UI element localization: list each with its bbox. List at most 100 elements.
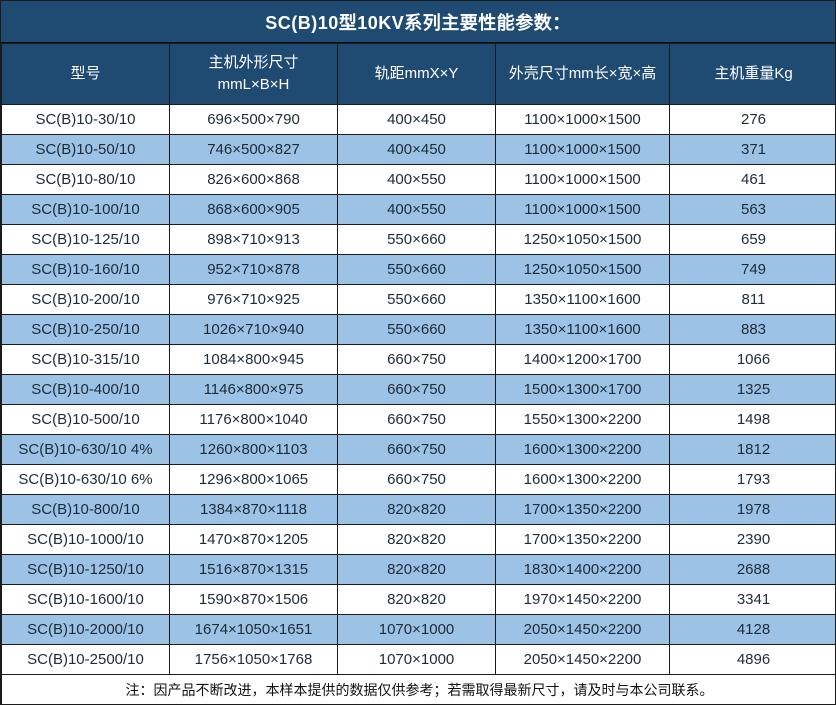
model-cell: SC(B)10-100/10 — [1, 194, 170, 225]
weight-cell: 883 — [669, 314, 835, 345]
model-cell: SC(B)10-2500/10 — [1, 644, 170, 675]
rail-cell: 550×660 — [337, 224, 496, 255]
note-row: 注：因产品不断改进，本样本提供的数据仅供参考；若需取得最新尺寸，请及时与本公司联… — [1, 674, 835, 704]
table-row: SC(B)10-200/10 976×710×925 550×660 1350×110… — [1, 284, 835, 315]
shell-cell: 1700×1350×2200 — [495, 494, 670, 525]
weight-cell: 1793 — [669, 464, 835, 495]
table-row: SC(B)10-1600/10 1590×870×1506 820×820 1970×… — [1, 584, 835, 615]
dims-cell: 696×500×790 — [169, 104, 338, 135]
table-row: SC(B)10-315/10 1084×800×945 660×750 1400×12… — [1, 344, 835, 375]
table-body: SC(B)10-30/10 696×500×790 400×450 1100×1000… — [1, 104, 835, 675]
shell-cell: 1600×1300×2200 — [495, 464, 670, 495]
shell-cell: 1100×1000×1500 — [495, 164, 670, 195]
weight-cell: 1498 — [669, 404, 835, 435]
spec-table: 型号 主机外形尺寸 mmL×B×H 轨距mmX×Y 外壳尺寸mm长×宽×高 主机… — [1, 43, 835, 704]
rail-cell: 660×750 — [337, 404, 496, 435]
model-cell: SC(B)10-250/10 — [1, 314, 170, 345]
shell-cell: 1100×1000×1500 — [495, 134, 670, 165]
column-header-model: 型号 — [1, 43, 170, 105]
shell-cell: 1350×1100×1600 — [495, 314, 670, 345]
table-row: SC(B)10-80/10 826×600×868 400×550 1100×1000… — [1, 164, 835, 195]
dims-cell: 898×710×913 — [169, 224, 338, 255]
shell-cell: 2050×1450×2200 — [495, 644, 670, 675]
shell-cell: 1830×1400×2200 — [495, 554, 670, 585]
rail-cell: 820×820 — [337, 584, 496, 615]
model-cell: SC(B)10-50/10 — [1, 134, 170, 165]
dims-cell: 1260×800×1103 — [169, 434, 338, 465]
shell-cell: 1100×1000×1500 — [495, 194, 670, 225]
dims-cell: 1516×870×1315 — [169, 554, 338, 585]
dims-cell: 1084×800×945 — [169, 344, 338, 375]
shell-cell: 1250×1050×1500 — [495, 254, 670, 285]
dims-cell: 976×710×925 — [169, 284, 338, 315]
dims-cell: 1146×800×975 — [169, 374, 338, 405]
dims-cell: 1674×1050×1651 — [169, 614, 338, 645]
dims-cell: 826×600×868 — [169, 164, 338, 195]
shell-cell: 1350×1100×1600 — [495, 284, 670, 315]
weight-cell: 4896 — [669, 644, 835, 675]
table-row: SC(B)10-250/10 1026×710×940 550×660 1350×11… — [1, 314, 835, 345]
table-row: SC(B)10-800/10 1384×870×1118 820×820 1700×1… — [1, 494, 835, 525]
model-cell: SC(B)10-125/10 — [1, 224, 170, 255]
weight-cell: 1066 — [669, 344, 835, 375]
rail-cell: 820×820 — [337, 554, 496, 585]
table-row: SC(B)10-1250/10 1516×870×1315 820×820 1830×… — [1, 554, 835, 585]
column-header-rail: 轨距mmX×Y — [337, 43, 496, 105]
table-row: SC(B)10-125/10 898×710×913 550×660 1250×105… — [1, 224, 835, 255]
shell-cell: 2050×1450×2200 — [495, 614, 670, 645]
weight-cell: 749 — [669, 254, 835, 285]
weight-cell: 659 — [669, 224, 835, 255]
rail-cell: 550×660 — [337, 284, 496, 315]
model-cell: SC(B)10-160/10 — [1, 254, 170, 285]
rail-cell: 820×820 — [337, 494, 496, 525]
table-row: SC(B)10-50/10 746×500×827 400×450 1100×1000… — [1, 134, 835, 165]
page-title: SC(B)10型10KV系列主要性能参数： — [1, 1, 835, 43]
dims-cell: 1026×710×940 — [169, 314, 338, 345]
shell-cell: 1500×1300×1700 — [495, 374, 670, 405]
shell-cell: 1600×1300×2200 — [495, 434, 670, 465]
column-header-dims-line2: mmL×B×H — [217, 76, 290, 93]
column-header-weight: 主机重量Kg — [669, 43, 835, 105]
shell-cell: 1100×1000×1500 — [495, 104, 670, 135]
shell-cell: 1700×1350×2200 — [495, 524, 670, 555]
model-cell: SC(B)10-1600/10 — [1, 584, 170, 615]
shell-cell: 1550×1300×2200 — [495, 404, 670, 435]
dims-cell: 952×710×878 — [169, 254, 338, 285]
model-cell: SC(B)10-80/10 — [1, 164, 170, 195]
table-header: 型号 主机外形尺寸 mmL×B×H 轨距mmX×Y 外壳尺寸mm长×宽×高 主机… — [1, 43, 835, 105]
dims-cell: 1756×1050×1768 — [169, 644, 338, 675]
rail-cell: 660×750 — [337, 464, 496, 495]
weight-cell: 1325 — [669, 374, 835, 405]
rail-cell: 400×450 — [337, 104, 496, 135]
column-header-dims: 主机外形尺寸 mmL×B×H — [169, 43, 338, 105]
header-row: 型号 主机外形尺寸 mmL×B×H 轨距mmX×Y 外壳尺寸mm长×宽×高 主机… — [1, 43, 835, 105]
model-cell: SC(B)10-500/10 — [1, 404, 170, 435]
rail-cell: 400×450 — [337, 134, 496, 165]
model-cell: SC(B)10-200/10 — [1, 284, 170, 315]
weight-cell: 276 — [669, 104, 835, 135]
table-row: SC(B)10-100/10 868×600×905 400×550 1100×100… — [1, 194, 835, 225]
table-row: SC(B)10-630/10 6% 1296×800×1065 660×750 160… — [1, 464, 835, 495]
table-row: SC(B)10-2000/10 1674×1050×1651 1070×1000 20… — [1, 614, 835, 645]
model-cell: SC(B)10-400/10 — [1, 374, 170, 405]
weight-cell: 4128 — [669, 614, 835, 645]
column-header-shell: 外壳尺寸mm长×宽×高 — [495, 43, 670, 105]
weight-cell: 3341 — [669, 584, 835, 615]
rail-cell: 660×750 — [337, 434, 496, 465]
dims-cell: 1384×870×1118 — [169, 494, 338, 525]
table-row: SC(B)10-630/10 4% 1260×800×1103 660×750 160… — [1, 434, 835, 465]
weight-cell: 2688 — [669, 554, 835, 585]
rail-cell: 1070×1000 — [337, 614, 496, 645]
dims-cell: 1296×800×1065 — [169, 464, 338, 495]
model-cell: SC(B)10-630/10 6% — [1, 464, 170, 495]
table-row: SC(B)10-30/10 696×500×790 400×450 1100×1000… — [1, 104, 835, 135]
rail-cell: 820×820 — [337, 524, 496, 555]
weight-cell: 371 — [669, 134, 835, 165]
rail-cell: 660×750 — [337, 374, 496, 405]
shell-cell: 1970×1450×2200 — [495, 584, 670, 615]
weight-cell: 461 — [669, 164, 835, 195]
table-footer: 注：因产品不断改进，本样本提供的数据仅供参考；若需取得最新尺寸，请及时与本公司联… — [1, 674, 835, 704]
rail-cell: 400×550 — [337, 164, 496, 195]
model-cell: SC(B)10-315/10 — [1, 344, 170, 375]
